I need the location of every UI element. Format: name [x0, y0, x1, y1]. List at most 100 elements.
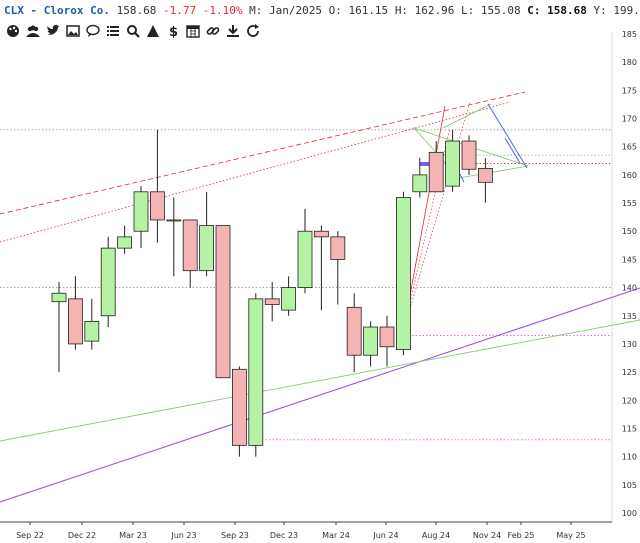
candle-body	[412, 174, 428, 193]
candle	[363, 321, 379, 367]
candle-body	[445, 140, 461, 187]
candle-body	[51, 292, 67, 303]
x-tick-label: Mar 24	[322, 531, 350, 540]
refresh-icon[interactable]	[244, 22, 262, 40]
candle	[215, 225, 231, 379]
x-tick-label: Mar 23	[119, 531, 147, 540]
triangle-icon[interactable]	[144, 22, 162, 40]
y-tick-label: 105	[622, 481, 637, 490]
chart-toolbar: $	[4, 22, 262, 40]
twitter-icon[interactable]	[44, 22, 62, 40]
candle	[68, 276, 83, 350]
y-tick-label: 185	[622, 30, 637, 39]
close-value: 158.68	[547, 4, 587, 17]
candle	[149, 129, 165, 243]
candle	[313, 225, 329, 311]
candle	[395, 191, 411, 356]
close-label: C:	[527, 4, 541, 17]
comment-icon[interactable]	[84, 22, 102, 40]
y-tick-label: 165	[622, 143, 637, 152]
x-tick-label: Nov 24	[473, 531, 501, 540]
candle	[281, 276, 297, 316]
candle-body	[461, 140, 477, 170]
extra-value: Y: 199.06	[593, 4, 640, 17]
candle-body	[117, 236, 132, 249]
trendlines	[0, 91, 640, 503]
download-icon[interactable]	[224, 22, 242, 40]
candle	[297, 208, 313, 294]
candle-body	[428, 151, 444, 193]
candle-body	[379, 326, 395, 348]
candle-body	[199, 225, 215, 272]
chart-grid	[0, 32, 613, 523]
red-dotted-channel-line	[0, 101, 511, 243]
y-tick-label: 180	[622, 58, 637, 67]
y-tick-label: 100	[622, 509, 637, 518]
dollar-icon[interactable]: $	[164, 22, 182, 40]
price-change-pct: -1.10%	[202, 4, 243, 17]
candle	[445, 129, 461, 192]
candle-body	[133, 191, 149, 232]
y-tick-label: 135	[622, 312, 637, 321]
candle	[248, 293, 264, 457]
x-tick-label: Sep 23	[221, 531, 249, 540]
open-value: O: 161.15	[328, 4, 389, 17]
candle	[379, 315, 395, 367]
y-tick-label: 145	[622, 255, 637, 264]
image-icon[interactable]	[64, 22, 82, 40]
candles	[51, 129, 493, 457]
y-tick-label: 170	[622, 115, 637, 124]
candle	[133, 186, 149, 249]
y-axis: 185 180 175 170 165 160 155 150 145 140 135 130 125 1…	[622, 30, 637, 518]
candle-body	[149, 191, 165, 221]
candle-body	[68, 298, 83, 345]
candle-body	[182, 219, 198, 272]
candle-body	[248, 298, 264, 446]
link-icon[interactable]	[204, 22, 222, 40]
x-tick-label: Sep 22	[16, 531, 44, 540]
purple-marker	[420, 162, 437, 166]
candle-body	[281, 287, 297, 311]
price-change: -1.77	[162, 4, 197, 17]
x-tick-label: Feb 25	[508, 531, 535, 540]
y-tick-label: 130	[622, 340, 637, 349]
candle-body	[363, 326, 379, 356]
svg-text:$: $	[169, 25, 178, 38]
y-tick-label: 155	[622, 199, 637, 208]
candle-body	[330, 236, 346, 260]
candle	[182, 219, 198, 288]
x-tick-label: Dec 22	[68, 531, 96, 540]
quote-header: CLX - Clorox Co. 158.68 -1.77 -1.10% M: …	[4, 4, 640, 18]
high-value: H: 162.96	[394, 4, 455, 17]
y-tick-label: 125	[622, 368, 637, 377]
candle	[461, 135, 477, 175]
y-tick-label: 140	[622, 284, 637, 293]
candle-body	[313, 230, 329, 238]
candle-body	[395, 197, 411, 350]
x-tick-label: Aug 24	[422, 531, 450, 540]
blue-wedge-upper	[487, 103, 528, 169]
palette-icon[interactable]	[4, 22, 22, 40]
candle	[264, 281, 280, 322]
candle-body	[264, 298, 280, 305]
list-icon[interactable]	[104, 22, 122, 40]
x-tick-label: Jun 23	[170, 531, 196, 540]
blue-wedge-right	[504, 137, 521, 164]
candle	[231, 366, 247, 457]
candle	[330, 231, 346, 305]
calendar-icon[interactable]	[184, 22, 202, 40]
y-tick-label: 175	[622, 86, 637, 95]
candle-body	[84, 320, 100, 342]
candle	[84, 298, 100, 350]
users-icon[interactable]	[24, 22, 42, 40]
candle-body	[346, 306, 362, 356]
red-fan-line-3	[402, 101, 471, 334]
search-icon[interactable]	[124, 22, 142, 40]
red-dashed-channel-line	[0, 91, 526, 215]
x-tick-label: May 25	[556, 531, 585, 540]
y-tick-label: 150	[622, 227, 637, 236]
x-tick-label: Jun 24	[372, 531, 398, 540]
y-tick-label: 110	[622, 453, 637, 462]
candle	[412, 157, 428, 198]
